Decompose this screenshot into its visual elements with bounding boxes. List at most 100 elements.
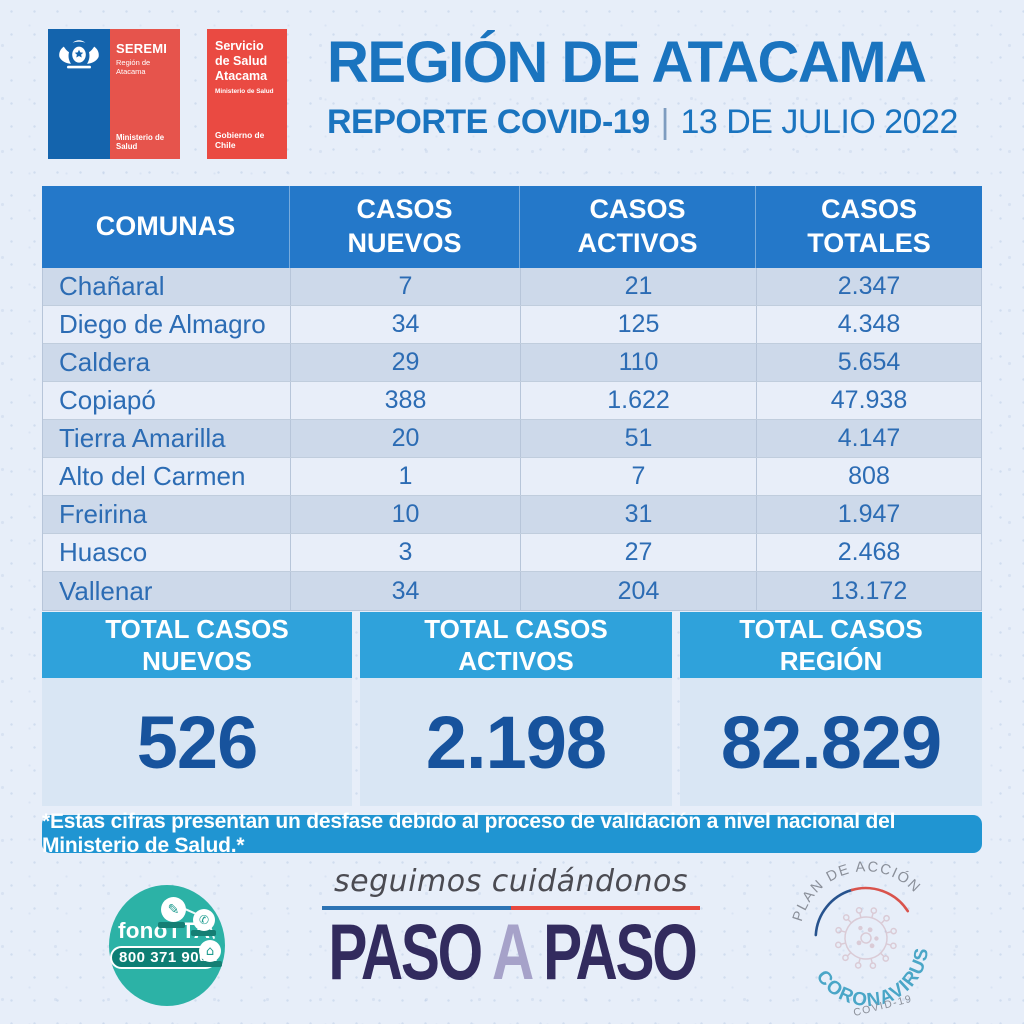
subtitle-separator: | [660, 103, 670, 142]
total-header-line2: ACTIVOS [458, 646, 574, 676]
seremi-name: SEREMI [116, 41, 168, 56]
virus-icon [834, 906, 898, 970]
total-nuevos-value: 526 [42, 678, 352, 806]
comuna-name: Alto del Carmen [59, 461, 246, 491]
fonotta-phone-badge: 800 371 900 [110, 946, 217, 969]
paso-word: PASO [543, 907, 698, 996]
column-header-casos-totales: CASOS TOTALES [756, 186, 982, 268]
total-header-line1: TOTAL CASOS [739, 613, 923, 644]
pencil-icon: ✎ [161, 897, 186, 922]
table-row: Copiapó 388 1.622 47.938 [43, 382, 981, 420]
casos-activos-value: 110 [520, 344, 756, 381]
casos-nuevos-value: 34 [290, 306, 520, 343]
casos-totales-value: 4.348 [756, 306, 981, 343]
total-header-line2: NUEVOS [142, 646, 252, 676]
slogan-script-text: seguimos cuidándonos [334, 864, 688, 899]
paso-a-paso-logo: PASO A PASO [328, 907, 697, 996]
seremi-logo-red-panel: SEREMI Región de Atacama Ministerio de S… [110, 29, 180, 159]
table-row: Caldera 29 110 5.654 [43, 344, 981, 382]
casos-totales-value: 1.947 [756, 496, 981, 533]
page-title: REGIÓN DE ATACAMA [327, 30, 927, 95]
column-header-line1: COMUNAS [95, 211, 236, 242]
total-region-header: TOTAL CASOS REGIÓN [680, 612, 982, 678]
servicio-ministry: Ministerio de Salud [215, 88, 274, 96]
column-header-line2: ACTIVOS [577, 228, 698, 258]
table-row: Vallenar 34 204 13.172 [43, 572, 981, 610]
seremi-ministry: Ministerio de Salud [116, 133, 165, 151]
report-date: 13 DE JULIO 2022 [680, 103, 958, 142]
casos-activos-value: 7 [520, 458, 756, 495]
servicio-government: Gobierno de Chile [215, 130, 265, 150]
column-header-line1: CASOS [589, 194, 686, 225]
column-header-comunas: COMUNAS [42, 186, 290, 268]
comuna-name: Freirina [59, 499, 148, 529]
totals-section: TOTAL CASOS NUEVOS 526 TOTAL CASOS ACTIV… [42, 612, 982, 806]
total-region-value: 82.829 [680, 678, 982, 806]
stamp-arc-blue [814, 888, 854, 937]
total-nuevos-header: TOTAL CASOS NUEVOS [42, 612, 352, 678]
casos-totales-value: 2.347 [756, 268, 981, 305]
total-header-line1: TOTAL CASOS [424, 613, 608, 644]
mini-label-ribbon [197, 961, 222, 967]
casos-activos-value: 51 [520, 420, 756, 457]
seremi-logo: SEREMI Región de Atacama Ministerio de S… [48, 29, 180, 159]
stamp-arc-red [850, 886, 910, 913]
servicio-line3: Atacama [215, 68, 268, 83]
chile-coat-of-arms-icon [59, 40, 99, 69]
table-row: Alto del Carmen 1 7 808 [43, 458, 981, 496]
cases-table: COMUNAS CASOS NUEVOS CASOS ACTIVOS CASOS… [42, 186, 982, 611]
comuna-name: Diego de Almagro [59, 309, 266, 339]
plan-de-accion-coronavirus-stamp: PLAN DE ACCIÓN CORONAVIRUS COVID-19 [780, 858, 945, 1018]
column-header-casos-nuevos: CASOS NUEVOS [290, 186, 520, 268]
casos-activos-value: 1.622 [520, 382, 756, 419]
casos-activos-value: 21 [520, 268, 756, 305]
table-row: Freirina 10 31 1.947 [43, 496, 981, 534]
seremi-logo-blue-panel [48, 29, 110, 159]
casos-activos-value: 204 [520, 572, 756, 610]
table-row: Tierra Amarilla 20 51 4.147 [43, 420, 981, 458]
house-icon: ⌂ [199, 940, 221, 962]
paso-word: PASO [328, 907, 483, 996]
comuna-name: Huasco [59, 537, 148, 567]
servicio-line1: Servicio [215, 39, 264, 53]
total-activos-header: TOTAL CASOS ACTIVOS [360, 612, 672, 678]
casos-totales-value: 4.147 [756, 420, 981, 457]
column-header-line2: TOTALES [807, 228, 931, 258]
column-header-line2: NUEVOS [347, 228, 462, 258]
casos-nuevos-value: 29 [290, 344, 520, 381]
table-row: Huasco 3 27 2.468 [43, 534, 981, 572]
header-titles: REGIÓN DE ATACAMA REPORTE COVID-19 | 13 … [327, 33, 982, 142]
servicio-salud-logo: Servicio de Salud Atacama Ministerio de … [207, 29, 287, 159]
comuna-name: Vallenar [59, 575, 153, 606]
table-body: Chañaral 7 21 2.347 Diego de Almagro 34 … [42, 268, 982, 611]
casos-totales-value: 5.654 [756, 344, 981, 381]
table-row: Chañaral 7 21 2.347 [43, 268, 981, 306]
stamp-top-text: PLAN DE ACCIÓN [780, 858, 926, 927]
casos-nuevos-value: 10 [290, 496, 520, 533]
casos-totales-value: 2.468 [756, 534, 981, 571]
column-header-casos-activos: CASOS ACTIVOS [520, 186, 756, 268]
casos-nuevos-value: 1 [290, 458, 520, 495]
total-region-card: TOTAL CASOS REGIÓN 82.829 [680, 612, 982, 806]
casos-activos-value: 125 [520, 306, 756, 343]
report-subtitle: REPORTE COVID-19 | 13 DE JULIO 2022 [327, 103, 982, 142]
comuna-name: Caldera [59, 347, 151, 377]
total-nuevos-card: TOTAL CASOS NUEVOS 526 [42, 612, 352, 806]
paso-middle-a: A [491, 907, 534, 996]
comuna-name: Chañaral [59, 271, 165, 301]
casos-activos-value: 27 [520, 534, 756, 571]
mini-label-ribbon [158, 922, 185, 928]
table-header-row: COMUNAS CASOS NUEVOS CASOS ACTIVOS CASOS… [42, 186, 982, 268]
column-header-line1: CASOS [820, 194, 918, 225]
total-activos-card: TOTAL CASOS ACTIVOS 2.198 [360, 612, 672, 806]
servicio-line2: de Salud [215, 53, 268, 68]
fonotta-logo: fonoTTA 800 371 900 ✎ ✆ ⌂ [109, 885, 225, 1006]
column-header-line1: CASOS [356, 194, 453, 225]
comuna-name: Tierra Amarilla [59, 423, 226, 453]
total-activos-value: 2.198 [360, 678, 672, 806]
casos-totales-value: 47.938 [756, 382, 981, 419]
casos-nuevos-value: 34 [290, 572, 520, 610]
casos-totales-value: 13.172 [756, 572, 981, 610]
blue-red-divider-line [322, 906, 700, 910]
